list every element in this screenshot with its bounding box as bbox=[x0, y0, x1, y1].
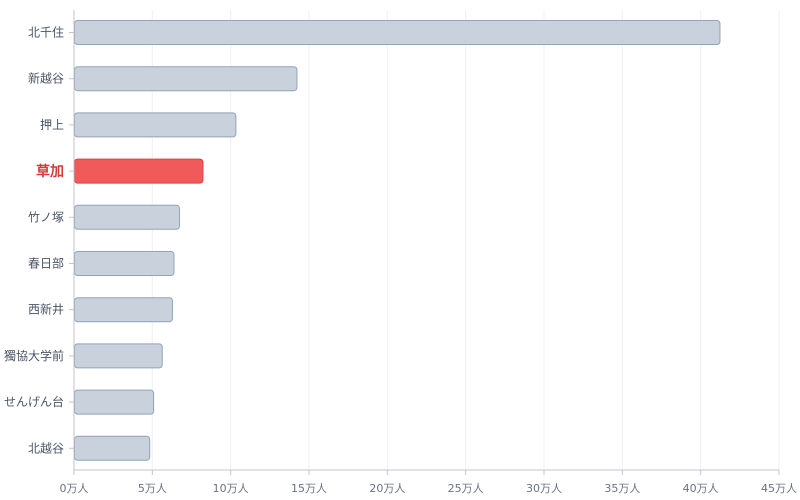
category-label: 西新井 bbox=[28, 302, 64, 317]
bar bbox=[74, 389, 155, 415]
category-label-highlighted: 草加 bbox=[36, 163, 64, 180]
bar-highlighted bbox=[74, 158, 204, 184]
category-label: 春日部 bbox=[28, 256, 64, 271]
x-tick-label: 30万人 bbox=[526, 482, 562, 495]
bar bbox=[74, 204, 180, 230]
x-tick-label: 35万人 bbox=[604, 482, 640, 495]
x-tick-label: 0万人 bbox=[60, 482, 89, 495]
bar bbox=[74, 297, 173, 323]
x-tick-label: 40万人 bbox=[683, 482, 719, 495]
bars bbox=[74, 20, 721, 461]
bar bbox=[74, 251, 175, 276]
x-tick-label: 15万人 bbox=[291, 482, 327, 495]
x-tick-label: 25万人 bbox=[448, 482, 484, 495]
category-label: 獨協大学前 bbox=[4, 348, 64, 363]
x-tick-labels: 0万人 5万人 10万人 15万人 20万人 25万人 30万人 35万人 40万人 45万人 bbox=[60, 482, 798, 495]
bar bbox=[74, 343, 163, 369]
x-tick-label: 45万人 bbox=[761, 482, 797, 495]
category-label: 押上 bbox=[40, 118, 64, 132]
x-tick-label: 20万人 bbox=[369, 482, 405, 495]
category-label: 北千住 bbox=[28, 26, 64, 40]
bar bbox=[74, 66, 298, 92]
x-tick-label: 5万人 bbox=[138, 482, 167, 495]
category-label: 北越谷 bbox=[28, 441, 64, 455]
category-label: 新越谷 bbox=[28, 71, 64, 86]
bar bbox=[74, 435, 151, 461]
category-label: せんげん台 bbox=[4, 394, 64, 409]
axes bbox=[69, 10, 780, 475]
bar bbox=[74, 112, 237, 138]
category-label: 竹ノ塚 bbox=[28, 210, 64, 224]
x-tick-label: 10万人 bbox=[213, 482, 249, 495]
bar bbox=[74, 20, 721, 45]
